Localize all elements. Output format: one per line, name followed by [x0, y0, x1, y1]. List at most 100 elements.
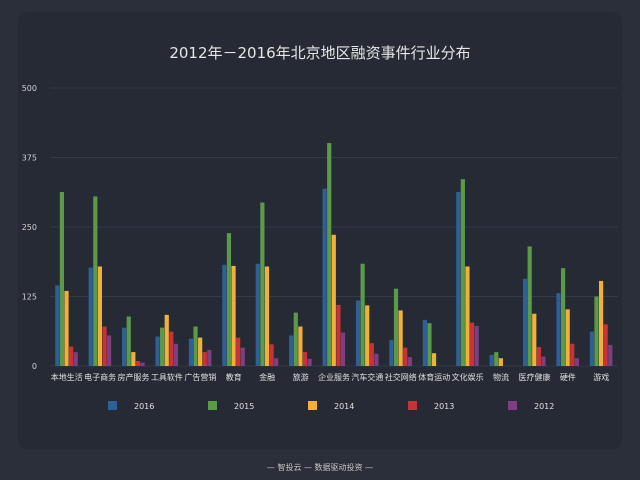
chart-panel — [18, 12, 622, 450]
y-tick-label: 250 — [22, 223, 37, 232]
legend-label: 2015 — [234, 402, 254, 411]
bar-2015-0 — [59, 191, 65, 366]
x-tick-label: 文化娱乐 — [452, 372, 484, 382]
legend-label: 2016 — [134, 402, 154, 411]
bar-2012-10 — [407, 357, 412, 366]
bar-2014-10 — [398, 310, 403, 366]
bar-2014-6 — [264, 266, 270, 366]
bar-2014-2 — [131, 352, 136, 366]
bar-2013-4 — [202, 352, 207, 366]
bar-2014-0 — [64, 290, 69, 366]
bar-2015-13 — [494, 352, 499, 366]
bar-2015-8 — [327, 143, 332, 366]
bar-2013-12 — [469, 322, 475, 366]
x-tick-label: 汽车交通 — [351, 372, 383, 382]
bars — [55, 143, 613, 366]
bar-2015-3 — [160, 327, 165, 366]
x-tick-label: 本地生活 — [51, 372, 83, 382]
bar-2012-14 — [541, 356, 546, 366]
legend-swatch-2013 — [408, 401, 417, 410]
bar-2012-12 — [474, 325, 479, 366]
y-tick-label: 125 — [22, 293, 37, 302]
bar-2015-1 — [93, 196, 98, 366]
bar-2012-0 — [73, 352, 78, 366]
bar-2013-10 — [403, 347, 408, 366]
bar-2013-14 — [536, 347, 541, 366]
bar-2014-11 — [431, 353, 437, 366]
x-tick-label: 旅游 — [293, 372, 309, 382]
bar-2016-5 — [222, 264, 227, 366]
y-tick-label: 500 — [22, 84, 37, 93]
bar-2016-9 — [355, 300, 361, 366]
bar-2016-10 — [389, 339, 394, 366]
bar-2012-3 — [173, 343, 179, 366]
bar-2016-3 — [155, 336, 160, 366]
bar-2013-2 — [135, 361, 141, 366]
bar-2014-16 — [598, 280, 604, 366]
x-tick-label: 广告营销 — [184, 372, 216, 382]
bar-2013-7 — [302, 352, 308, 366]
bar-2014-8 — [331, 234, 336, 366]
bar-2015-14 — [527, 246, 532, 366]
bar-2013-3 — [169, 331, 174, 366]
bar-2016-16 — [589, 331, 594, 366]
chart-title: 2012年－2016年北京地区融资事件行业分布 — [169, 44, 470, 62]
bar-2016-6 — [255, 263, 260, 366]
x-tick-label: 教育 — [226, 372, 242, 382]
bar-2012-6 — [274, 358, 279, 366]
x-tick-label: 游戏 — [593, 372, 609, 382]
bar-2015-16 — [594, 296, 599, 366]
bar-2014-1 — [97, 266, 103, 366]
bar-2015-6 — [260, 202, 265, 366]
bar-2014-4 — [198, 337, 203, 366]
footer-text: — 智投云 — 数据驱动投资 — — [267, 462, 373, 472]
bar-2015-12 — [460, 179, 465, 366]
bar-2016-7 — [289, 335, 294, 366]
bar-2016-4 — [188, 338, 194, 366]
bar-2016-0 — [55, 285, 60, 366]
y-axis-ticks: 0 125 250 375 500 — [22, 84, 37, 371]
bar-2014-15 — [565, 309, 570, 366]
bar-2016-2 — [122, 327, 127, 366]
x-tick-label: 金融 — [259, 372, 275, 382]
bar-2015-11 — [427, 323, 432, 366]
bar-2013-0 — [69, 346, 74, 366]
bar-2013-15 — [570, 343, 575, 366]
bar-2013-16 — [603, 324, 608, 366]
legend-label: 2012 — [534, 402, 554, 411]
bar-2016-13 — [489, 354, 494, 366]
bar-2012-5 — [240, 347, 245, 366]
x-tick-label: 电子商务 — [84, 372, 116, 382]
bar-2016-8 — [322, 188, 327, 366]
x-tick-label: 硬件 — [560, 372, 576, 382]
x-tick-label: 企业服务 — [318, 372, 350, 382]
x-tick-label: 医疗健康 — [518, 372, 550, 382]
bar-2016-15 — [556, 293, 561, 366]
bar-2013-6 — [269, 344, 274, 366]
y-tick-label: 0 — [32, 362, 37, 371]
bar-2013-9 — [369, 343, 374, 366]
bar-2014-7 — [298, 326, 303, 366]
bar-2012-9 — [374, 353, 379, 366]
bar-2014-14 — [532, 313, 537, 366]
bar-2012-8 — [340, 332, 346, 366]
legend-swatch-2014 — [308, 401, 317, 410]
bar-2016-12 — [456, 191, 461, 366]
bar-2013-1 — [102, 326, 107, 366]
x-tick-label: 房产服务 — [118, 372, 150, 382]
legend-label: 2013 — [434, 402, 454, 411]
bar-2014-12 — [465, 266, 470, 366]
bar-2014-9 — [365, 305, 370, 366]
bar-2012-7 — [307, 358, 312, 366]
legend-swatch-2012 — [508, 401, 517, 410]
bar-2015-4 — [193, 326, 198, 366]
bar-2016-1 — [88, 267, 93, 366]
bar-2014-3 — [164, 314, 169, 366]
x-tick-label: 物流 — [493, 372, 509, 382]
bar-2014-13 — [498, 358, 503, 366]
bar-2012-2 — [140, 362, 145, 366]
bar-2015-5 — [226, 233, 232, 366]
bar-2015-9 — [360, 263, 365, 366]
legend: 2016 2015 2014 2013 2012 — [108, 401, 554, 411]
